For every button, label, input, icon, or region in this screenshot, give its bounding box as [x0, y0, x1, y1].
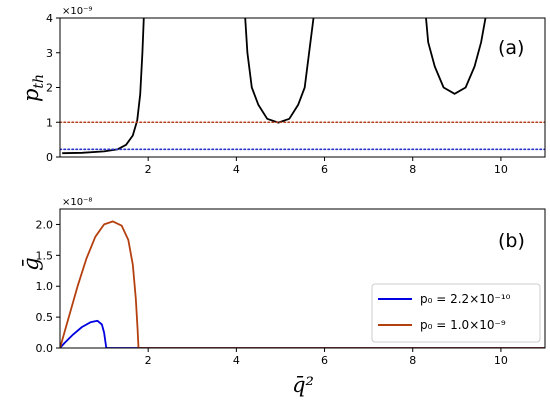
panel-b-ylabel: ḡ: [19, 257, 43, 270]
panel-a-ticks: 2 4 6 8 10 0 1 2 3 4: [46, 12, 508, 176]
panel-b-xtick-label: 4: [233, 354, 240, 367]
panel-a-series-0-line-0: [62, 18, 145, 155]
panel-a: ×10⁻⁹ (a) 2 4 6 8 10 0 1 2 3 4 pth: [19, 6, 546, 176]
panel-a-series: [60, 18, 545, 155]
panel-a-xtick-label: 6: [321, 163, 328, 176]
panel-b-xtick-label: 6: [321, 354, 328, 367]
panel-b-xtick-label: 8: [409, 354, 416, 367]
panel-a-ytick-label: 0: [46, 151, 53, 164]
panel-a-label: (a): [498, 37, 524, 59]
panel-a-ytick-label: 3: [46, 47, 53, 60]
panel-b-frame: [59, 208, 546, 349]
legend-box: [371, 283, 541, 343]
panel-b-ytick-label: 0.0: [36, 342, 54, 355]
panel-b-scale-label: ×10⁻⁸: [62, 197, 92, 208]
panel-a-xtick-label: 10: [494, 163, 508, 176]
panel-a-ytick-label: 4: [46, 12, 53, 25]
panel-b-label: (b): [498, 230, 525, 252]
legend-label-series-1: p₀ = 2.2×10⁻¹⁰: [420, 292, 511, 306]
panel-b-series-0-line-0: [60, 319, 545, 348]
panel-a-scale-label: ×10⁻⁹: [62, 6, 92, 17]
panel-b-ytick-label: 1.0: [36, 280, 54, 293]
panel-b-ytick-label: 1.5: [36, 249, 54, 262]
legend-label-series-2: p₀ = 1.0×10⁻⁹: [420, 318, 506, 332]
panel-a-xtick-label: 4: [233, 163, 240, 176]
panel-b-series-1-line-0: [60, 220, 545, 348]
panel-b-xtick-label: 2: [145, 354, 152, 367]
panel-b: ×10⁻⁸ (b) 2 4 6 8 10 0.0 0.5 1.0 1.5 2.0 ḡ q̄² p₀…: [19, 197, 546, 397]
panel-a-xtick-label: 2: [145, 163, 152, 176]
panel-b-series: [60, 220, 545, 348]
legend: p₀ = 2.2×10⁻¹⁰ p₀ = 1.0×10⁻⁹: [371, 283, 541, 343]
panel-a-ytick-label: 2: [46, 82, 53, 95]
panel-a-ytick-label: 1: [46, 116, 53, 129]
panel-a-series-0-line-2: [425, 18, 487, 95]
panel-a-frame: [59, 17, 546, 158]
panel-a-ylabel: pth: [19, 74, 47, 102]
panel-b-xtick-label: 10: [494, 354, 508, 367]
panel-b-ytick-label: 0.5: [36, 311, 54, 324]
panel-b-ticks: 2 4 6 8 10 0.0 0.5 1.0 1.5 2.0: [36, 218, 508, 367]
panel-b-xlabel: q̄²: [292, 373, 314, 397]
panel-b-ytick-label: 2.0: [36, 218, 54, 231]
panel-a-series-0-line-1: [244, 18, 315, 124]
panel-a-xtick-label: 8: [409, 163, 416, 176]
